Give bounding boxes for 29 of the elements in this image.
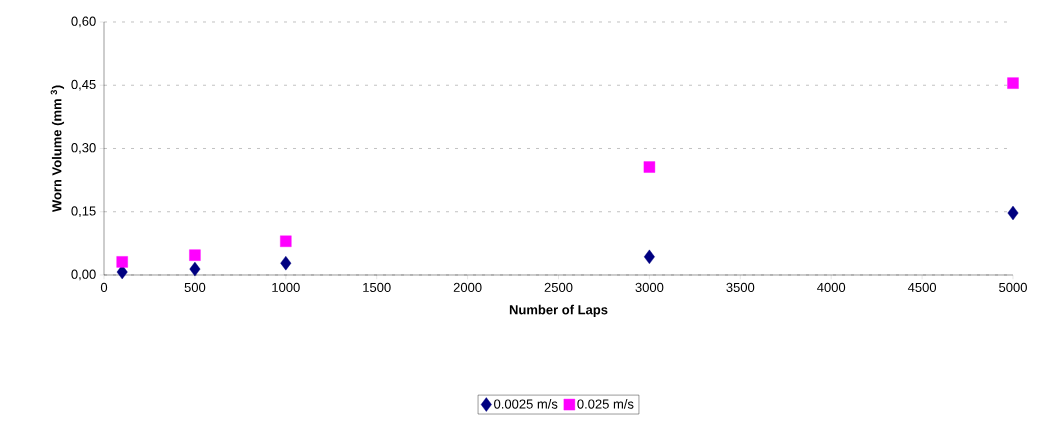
point xyxy=(280,235,292,247)
point xyxy=(189,261,201,277)
y-tick-label: 0,60 xyxy=(71,16,96,28)
y-tick-label: 0,15 xyxy=(71,206,96,218)
point xyxy=(643,161,656,173)
x-tick-label: 4000 xyxy=(817,282,846,292)
y-tick-label: 0,45 xyxy=(71,79,96,91)
x-tick-label: 4500 xyxy=(907,282,937,292)
x-tick-label: 5000 xyxy=(999,282,1027,292)
point xyxy=(189,249,201,261)
point xyxy=(280,255,292,271)
y-tick-label: 0,30 xyxy=(71,143,96,154)
x-tick-label: 2000 xyxy=(453,282,482,292)
point xyxy=(1007,77,1019,89)
point xyxy=(1007,205,1019,221)
x-tick-label: 1500 xyxy=(363,282,391,292)
x-tick-label: 1000 xyxy=(272,282,300,292)
x-axis-title: Number of Laps xyxy=(509,304,608,317)
y-tick-label: 0,00 xyxy=(71,269,96,281)
x-tick-label: 0 xyxy=(100,282,108,292)
x-tick-label: 3000 xyxy=(635,282,664,292)
point xyxy=(116,256,128,268)
legend-label: 0.025 m/s xyxy=(577,399,634,409)
x-tick-label: 2500 xyxy=(544,282,573,292)
x-tick-label: 3500 xyxy=(726,282,755,292)
y-axis-title: Worn Volume (mm $^{3}$) xyxy=(50,85,65,213)
point xyxy=(643,249,655,265)
x-tick-label: 500 xyxy=(184,282,206,292)
legend-label: 0.0025 m/s xyxy=(494,399,558,409)
